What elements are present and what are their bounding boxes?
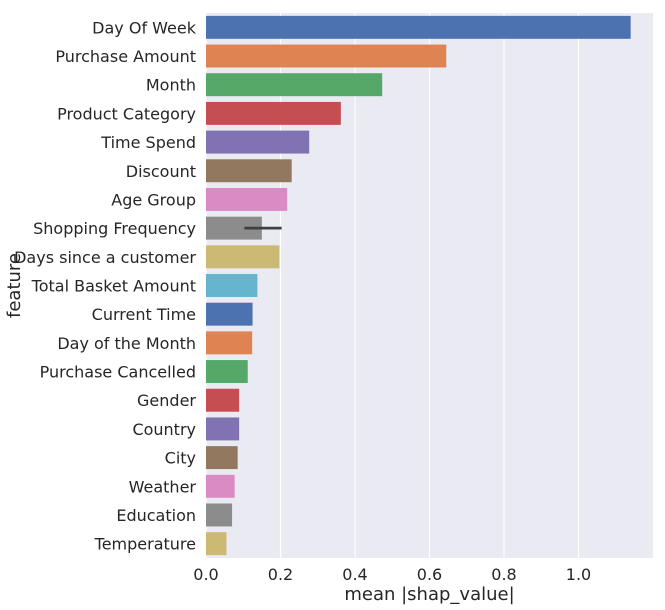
bar bbox=[206, 15, 631, 39]
category-label: Education bbox=[116, 506, 196, 525]
bar bbox=[206, 274, 258, 297]
x-tick-label: 0.6 bbox=[417, 565, 442, 584]
category-label: Purchase Amount bbox=[55, 47, 196, 66]
category-label: Month bbox=[146, 76, 196, 95]
category-label: Days since a customer bbox=[14, 248, 196, 267]
category-label: Product Category bbox=[57, 104, 196, 123]
x-tick-label: 0.4 bbox=[342, 565, 367, 584]
bar bbox=[206, 417, 240, 441]
category-label: Temperature bbox=[94, 535, 196, 554]
y-axis-label: feature bbox=[4, 253, 25, 318]
x-tick-labels: 0.0 0.2 0.4 0.6 0.8 1.0 bbox=[193, 565, 591, 584]
category-label: Purchase Cancelled bbox=[40, 363, 196, 382]
category-label: Shopping Frequency bbox=[33, 219, 196, 238]
bar bbox=[206, 159, 292, 183]
bar bbox=[206, 187, 288, 211]
category-label: Discount bbox=[126, 162, 196, 181]
category-label: City bbox=[165, 449, 196, 468]
category-label: Day of the Month bbox=[57, 334, 196, 353]
bar bbox=[206, 101, 341, 125]
category-label: Day Of Week bbox=[92, 18, 197, 37]
category-label: Country bbox=[132, 420, 196, 439]
bar bbox=[206, 245, 280, 269]
bar bbox=[206, 331, 253, 355]
bar bbox=[206, 532, 227, 556]
bar bbox=[206, 302, 253, 326]
bars bbox=[206, 15, 631, 556]
category-label: Current Time bbox=[92, 305, 196, 324]
bar bbox=[206, 360, 248, 384]
bar bbox=[206, 388, 240, 412]
bar bbox=[206, 73, 383, 97]
x-axis-label: mean |shap_value| bbox=[344, 584, 514, 605]
x-tick-label: 0.0 bbox=[193, 565, 218, 584]
bar bbox=[206, 216, 262, 240]
x-tick-label: 1.0 bbox=[566, 565, 591, 584]
category-label: Total Basket Amount bbox=[31, 277, 196, 296]
bar bbox=[206, 503, 233, 527]
bar bbox=[206, 130, 310, 154]
category-label: Age Group bbox=[111, 190, 196, 209]
category-label: Gender bbox=[137, 391, 196, 410]
category-labels: Day Of Week Purchase Amount Month Product C… bbox=[14, 18, 197, 553]
x-tick-label: 0.2 bbox=[268, 565, 293, 584]
bar bbox=[206, 474, 235, 498]
x-tick-label: 0.8 bbox=[491, 565, 516, 584]
category-label: Time Spend bbox=[100, 133, 196, 152]
category-label: Weather bbox=[129, 477, 197, 496]
bar bbox=[206, 44, 447, 68]
bar bbox=[206, 446, 238, 470]
